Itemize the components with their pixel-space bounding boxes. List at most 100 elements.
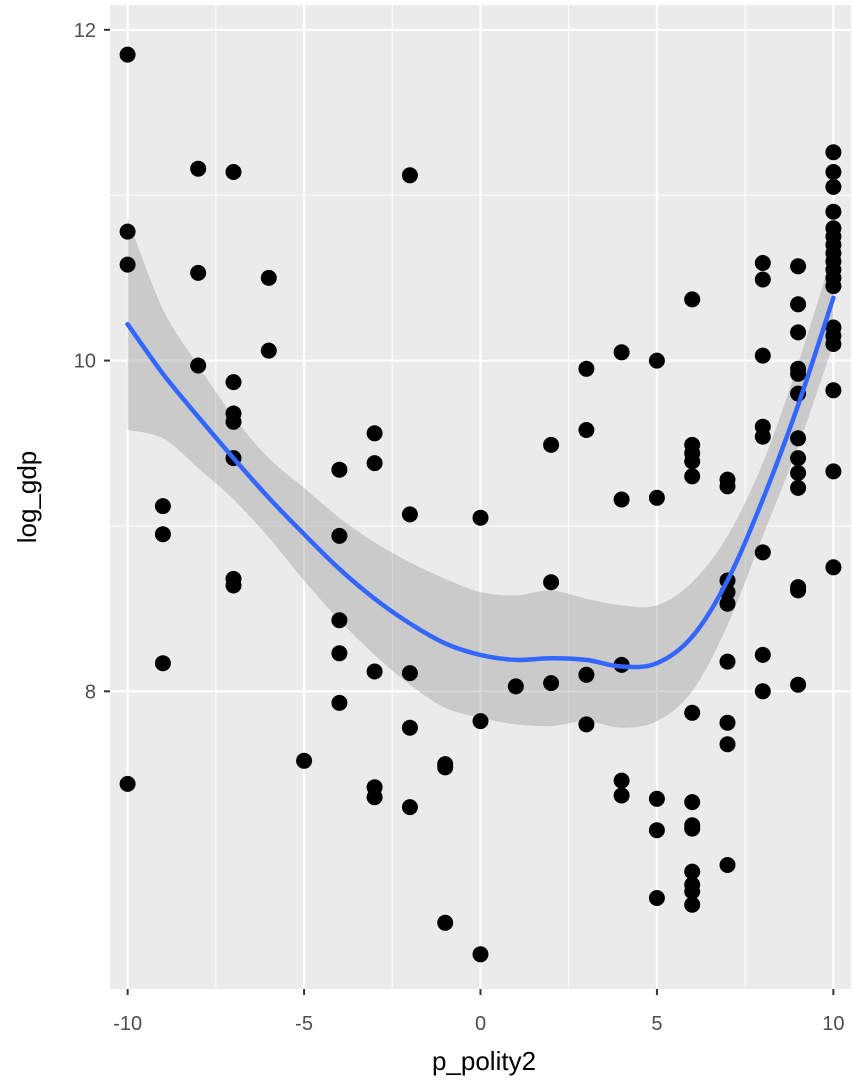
y-tick-label: 12 — [74, 20, 96, 42]
data-point — [684, 453, 701, 470]
data-point — [507, 678, 524, 695]
data-point — [790, 582, 807, 599]
data-point — [684, 883, 701, 900]
data-point — [684, 863, 701, 880]
data-point — [613, 491, 630, 508]
smooth-line — [125, 295, 836, 670]
data-point — [119, 46, 136, 63]
data-point — [260, 269, 277, 286]
data-point — [119, 775, 136, 792]
data-point — [296, 752, 313, 769]
data-point — [331, 461, 348, 478]
data-point — [719, 857, 736, 873]
data-point — [613, 344, 630, 361]
data-point — [825, 164, 842, 180]
data-point — [190, 264, 207, 281]
data-point — [719, 595, 736, 612]
x-tick-label: -10 — [113, 1013, 142, 1035]
data-point — [578, 360, 595, 377]
y-axis: 8 10 12 — [74, 20, 110, 703]
data-point — [543, 675, 560, 692]
data-point — [754, 255, 771, 271]
data-point — [401, 665, 418, 682]
data-point — [684, 704, 701, 721]
data-point — [719, 653, 736, 670]
data-point — [825, 559, 842, 576]
data-point — [754, 544, 771, 561]
data-point — [119, 223, 136, 240]
data-point — [437, 914, 454, 931]
data-point — [648, 790, 665, 807]
data-point — [543, 436, 560, 453]
data-point — [119, 256, 136, 273]
data-point — [684, 794, 701, 811]
data-point — [825, 336, 842, 352]
confidence-ribbon — [127, 218, 834, 728]
data-point — [790, 258, 807, 275]
data-point — [825, 178, 842, 195]
data-point — [754, 428, 771, 445]
data-point — [648, 352, 665, 369]
data-point — [790, 324, 807, 341]
data-point — [578, 666, 595, 683]
data-point — [825, 144, 842, 161]
data-point — [648, 489, 665, 506]
data-point — [790, 465, 807, 481]
data-point — [472, 509, 489, 526]
data-point — [225, 164, 242, 180]
confidence-band — [127, 218, 834, 728]
data-point — [437, 759, 454, 776]
data-point — [401, 506, 418, 523]
x-axis: -10 -5 0 5 10 — [113, 989, 844, 1035]
smooth-curve — [125, 295, 836, 670]
data-point — [366, 663, 383, 680]
data-point — [225, 413, 242, 430]
data-point — [366, 455, 383, 472]
data-point — [472, 946, 489, 963]
data-points — [119, 46, 842, 963]
data-point — [790, 296, 807, 313]
data-point — [260, 342, 277, 359]
data-point — [154, 655, 171, 672]
data-point — [472, 713, 489, 730]
data-point — [331, 694, 348, 711]
data-point — [825, 278, 842, 295]
x-tick-label: 5 — [651, 1013, 662, 1035]
data-point — [754, 271, 771, 288]
y-axis-title: log_gdp — [12, 451, 42, 544]
data-point — [613, 787, 630, 804]
data-point — [719, 714, 736, 731]
x-tick-label: 0 — [475, 1013, 486, 1035]
data-point — [754, 646, 771, 663]
x-axis-title: p_polity2 — [432, 1046, 536, 1076]
data-point — [401, 799, 418, 816]
data-point — [190, 357, 207, 374]
data-point — [154, 526, 171, 543]
data-point — [578, 716, 595, 733]
data-point — [225, 374, 242, 391]
data-point — [754, 347, 771, 364]
data-point — [648, 890, 665, 906]
data-point — [225, 577, 242, 594]
data-point — [613, 772, 630, 789]
data-point — [790, 430, 807, 447]
x-tick-label: 10 — [822, 1013, 844, 1035]
data-point — [790, 365, 807, 382]
data-point — [190, 160, 207, 177]
data-point — [719, 478, 736, 495]
data-point — [648, 822, 665, 839]
y-tick-label: 10 — [74, 351, 96, 373]
data-point — [331, 612, 348, 629]
data-point — [578, 422, 595, 438]
data-point — [401, 167, 418, 184]
data-point — [790, 479, 807, 496]
data-point — [684, 820, 701, 837]
data-point — [684, 896, 701, 913]
data-point — [366, 425, 383, 442]
data-point — [401, 719, 418, 736]
data-point — [719, 736, 736, 753]
data-point — [825, 203, 842, 220]
data-point — [331, 645, 348, 662]
y-tick-label: 8 — [85, 681, 96, 703]
